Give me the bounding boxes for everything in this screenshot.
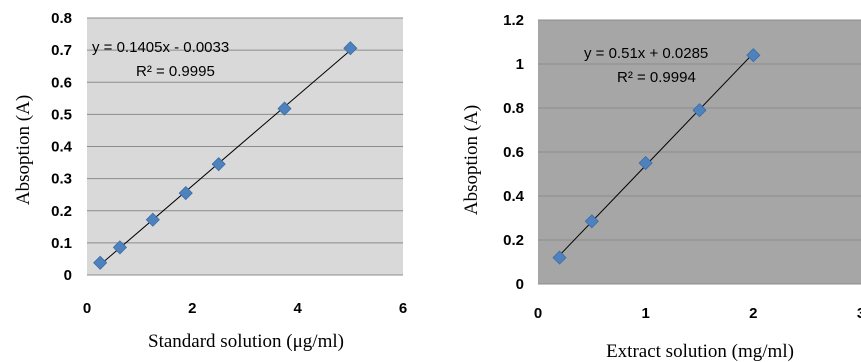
chart1-xtick-label: 0	[83, 300, 91, 317]
chart1-r-squared: R² = 0.9995	[136, 63, 215, 80]
chart2-data-point	[552, 250, 567, 265]
chart1-data-point	[211, 157, 226, 172]
chart1-ytick-label: 0.7	[51, 42, 72, 59]
chart2-xtick-label: 2	[749, 305, 757, 322]
chart1-data-point	[178, 186, 193, 201]
chart2-xlabel: Extract solution (mg/ml)	[606, 341, 794, 362]
chart1-data-point	[145, 212, 160, 227]
chart2-ytick-label: 1	[516, 56, 524, 73]
chart2-xtick-label: 3	[857, 305, 861, 322]
chart1-ytick-label: 0	[64, 267, 72, 284]
chart1-xtick-label: 2	[188, 300, 196, 317]
chart1-data-point	[277, 101, 292, 116]
chart2-data-point	[638, 155, 653, 171]
chart1-ytick-label: 0.5	[51, 106, 72, 123]
chart2-ytick-label: 0.2	[503, 232, 524, 249]
chart1-ytick-label: 0.4	[51, 139, 73, 156]
extract-calibration-chart: 0 0.2 0.4 0.6 0.8 1 1.2 0 1 2 3 y = 0.51x + 0.028…	[461, 12, 861, 362]
chart2-xtick-label: 0	[534, 305, 542, 322]
chart2-ytick-label: 0.4	[503, 188, 525, 205]
chart1-data-point	[93, 255, 108, 270]
chart2-ylabel: Absoption (A)	[461, 105, 482, 215]
chart2-ytick-label: 0.6	[503, 144, 524, 161]
chart2-ytick-label: 1.2	[503, 12, 524, 29]
chart1-xtick-label: 4	[293, 300, 302, 317]
chart2-xtick-label: 1	[641, 305, 649, 322]
chart2-ytick-label: 0	[516, 276, 524, 293]
chart1-xtick-label: 6	[399, 300, 407, 317]
chart1-data-point	[112, 240, 127, 255]
chart1-ytick-label: 0.2	[51, 203, 72, 220]
chart1-ytick-label: 0.6	[51, 74, 72, 91]
chart1-ytick-label: 0.1	[51, 235, 72, 252]
chart1-xlabel: Standard solution (μg/ml)	[148, 331, 344, 352]
chart1-ytick-label: 0.8	[51, 10, 72, 27]
chart2-data-point	[692, 103, 707, 118]
chart2-data-point	[746, 48, 761, 63]
chart2-r-squared: R² = 0.9994	[617, 69, 696, 86]
chart1-equation: y = 0.1405x - 0.0033	[92, 39, 229, 56]
chart1-data-point	[343, 41, 358, 56]
standard-calibration-chart: 0 0.1 0.2 0.3 0.4 0.5 0.6 0.7 0.8 0 2 4 6 y = 0.140…	[13, 10, 407, 352]
chart2-ytick-label: 0.8	[503, 100, 524, 117]
chart1-trendline	[99, 50, 351, 266]
chart1-ylabel: Absoption (A)	[13, 95, 34, 205]
chart1-ytick-label: 0.3	[51, 171, 72, 188]
chart2-data-point	[584, 214, 599, 229]
chart2-equation: y = 0.51x + 0.0285	[584, 45, 708, 62]
